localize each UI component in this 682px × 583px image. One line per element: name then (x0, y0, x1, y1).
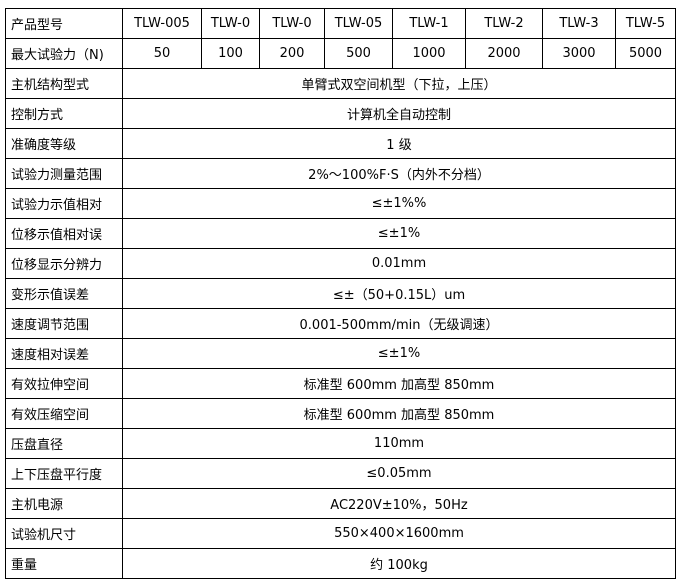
row-label: 主机电源 (5, 488, 123, 519)
row-value: 0.01mm (122, 248, 676, 279)
row-value: 标准型 600mm 加高型 850mm (122, 398, 676, 429)
spec-row: 主机结构型式 单臂式双空间机型（下拉，上压） (5, 68, 676, 99)
spec-row: 上下压盘平行度 ≤0.05mm (5, 458, 676, 489)
force-cell: 200 (259, 38, 325, 69)
row-label: 试验机尺寸 (5, 518, 123, 549)
row-label: 准确度等级 (5, 128, 123, 159)
row-value: 110mm (122, 428, 676, 459)
row-label: 重量 (5, 548, 123, 579)
model-row: 产品型号 TLW-005 TLW-0 TLW-0 TLW-05 TLW-1 TL… (5, 8, 676, 39)
row-value: ≤±1% (122, 218, 676, 249)
row-label: 最大试验力（N) (5, 38, 123, 69)
row-label: 有效压缩空间 (5, 398, 123, 429)
force-cell: 2000 (465, 38, 543, 69)
spec-row: 试验力测量范围 2%～100%F·S（内外不分档） (5, 158, 676, 189)
model-cell: TLW-3 (542, 8, 616, 39)
row-value: ≤±1%% (122, 188, 676, 219)
spec-row: 有效拉伸空间 标准型 600mm 加高型 850mm (5, 368, 676, 399)
spec-table: 产品型号 TLW-005 TLW-0 TLW-0 TLW-05 TLW-1 TL… (5, 8, 676, 579)
spec-row: 有效压缩空间 标准型 600mm 加高型 850mm (5, 398, 676, 429)
force-cell: 5000 (615, 38, 676, 69)
max-force-row: 最大试验力（N) 50 100 200 500 1000 2000 3000 5… (5, 38, 676, 69)
spec-row: 位移示值相对误 ≤±1% (5, 218, 676, 249)
row-label: 试验力测量范围 (5, 158, 123, 189)
force-cell: 1000 (392, 38, 466, 69)
force-cell: 500 (324, 38, 393, 69)
row-value: 计算机全自动控制 (122, 98, 676, 129)
model-cell: TLW-5 (615, 8, 676, 39)
model-cell: TLW-2 (465, 8, 543, 39)
spec-row: 变形示值误差 ≤±（50+0.15L）um (5, 278, 676, 309)
spec-row: 主机电源 AC220V±10%，50Hz (5, 488, 676, 519)
row-value: 0.001-500mm/min（无级调速） (122, 308, 676, 339)
row-label: 试验力示值相对 (5, 188, 123, 219)
spec-row: 压盘直径 110mm (5, 428, 676, 459)
row-label: 速度相对误差 (5, 338, 123, 369)
spec-row: 试验机尺寸 550×400×1600mm (5, 518, 676, 549)
force-cell: 3000 (542, 38, 616, 69)
model-cell: TLW-1 (392, 8, 466, 39)
model-cell: TLW-0 (201, 8, 260, 39)
row-label: 压盘直径 (5, 428, 123, 459)
row-value: 标准型 600mm 加高型 850mm (122, 368, 676, 399)
row-label: 变形示值误差 (5, 278, 123, 309)
row-value: ≤±（50+0.15L）um (122, 278, 676, 309)
spec-row: 控制方式 计算机全自动控制 (5, 98, 676, 129)
spec-row: 速度相对误差 ≤±1% (5, 338, 676, 369)
row-value: 550×400×1600mm (122, 518, 676, 549)
row-value: 2%～100%F·S（内外不分档） (122, 158, 676, 189)
spec-row: 位移显示分辨力 0.01mm (5, 248, 676, 279)
row-value: AC220V±10%，50Hz (122, 488, 676, 519)
model-cell: TLW-0 (259, 8, 325, 39)
spec-row: 试验力示值相对 ≤±1%% (5, 188, 676, 219)
row-value: 单臂式双空间机型（下拉，上压） (122, 68, 676, 99)
row-value: ≤0.05mm (122, 458, 676, 489)
row-label: 位移示值相对误 (5, 218, 123, 249)
spec-row: 准确度等级 1 级 (5, 128, 676, 159)
row-label: 主机结构型式 (5, 68, 123, 99)
row-label: 控制方式 (5, 98, 123, 129)
row-label: 有效拉伸空间 (5, 368, 123, 399)
force-cell: 50 (122, 38, 202, 69)
row-value: ≤±1% (122, 338, 676, 369)
row-label: 上下压盘平行度 (5, 458, 123, 489)
row-label: 位移显示分辨力 (5, 248, 123, 279)
model-cell: TLW-005 (122, 8, 202, 39)
spec-row: 重量约 100kg (5, 548, 676, 579)
row-value: 1 级 (122, 128, 676, 159)
row-label: 产品型号 (5, 8, 123, 39)
spec-row: 速度调节范围 0.001-500mm/min（无级调速） (5, 308, 676, 339)
row-value: 约 100kg (122, 548, 676, 579)
model-cell: TLW-05 (324, 8, 393, 39)
row-label: 速度调节范围 (5, 308, 123, 339)
force-cell: 100 (201, 38, 260, 69)
